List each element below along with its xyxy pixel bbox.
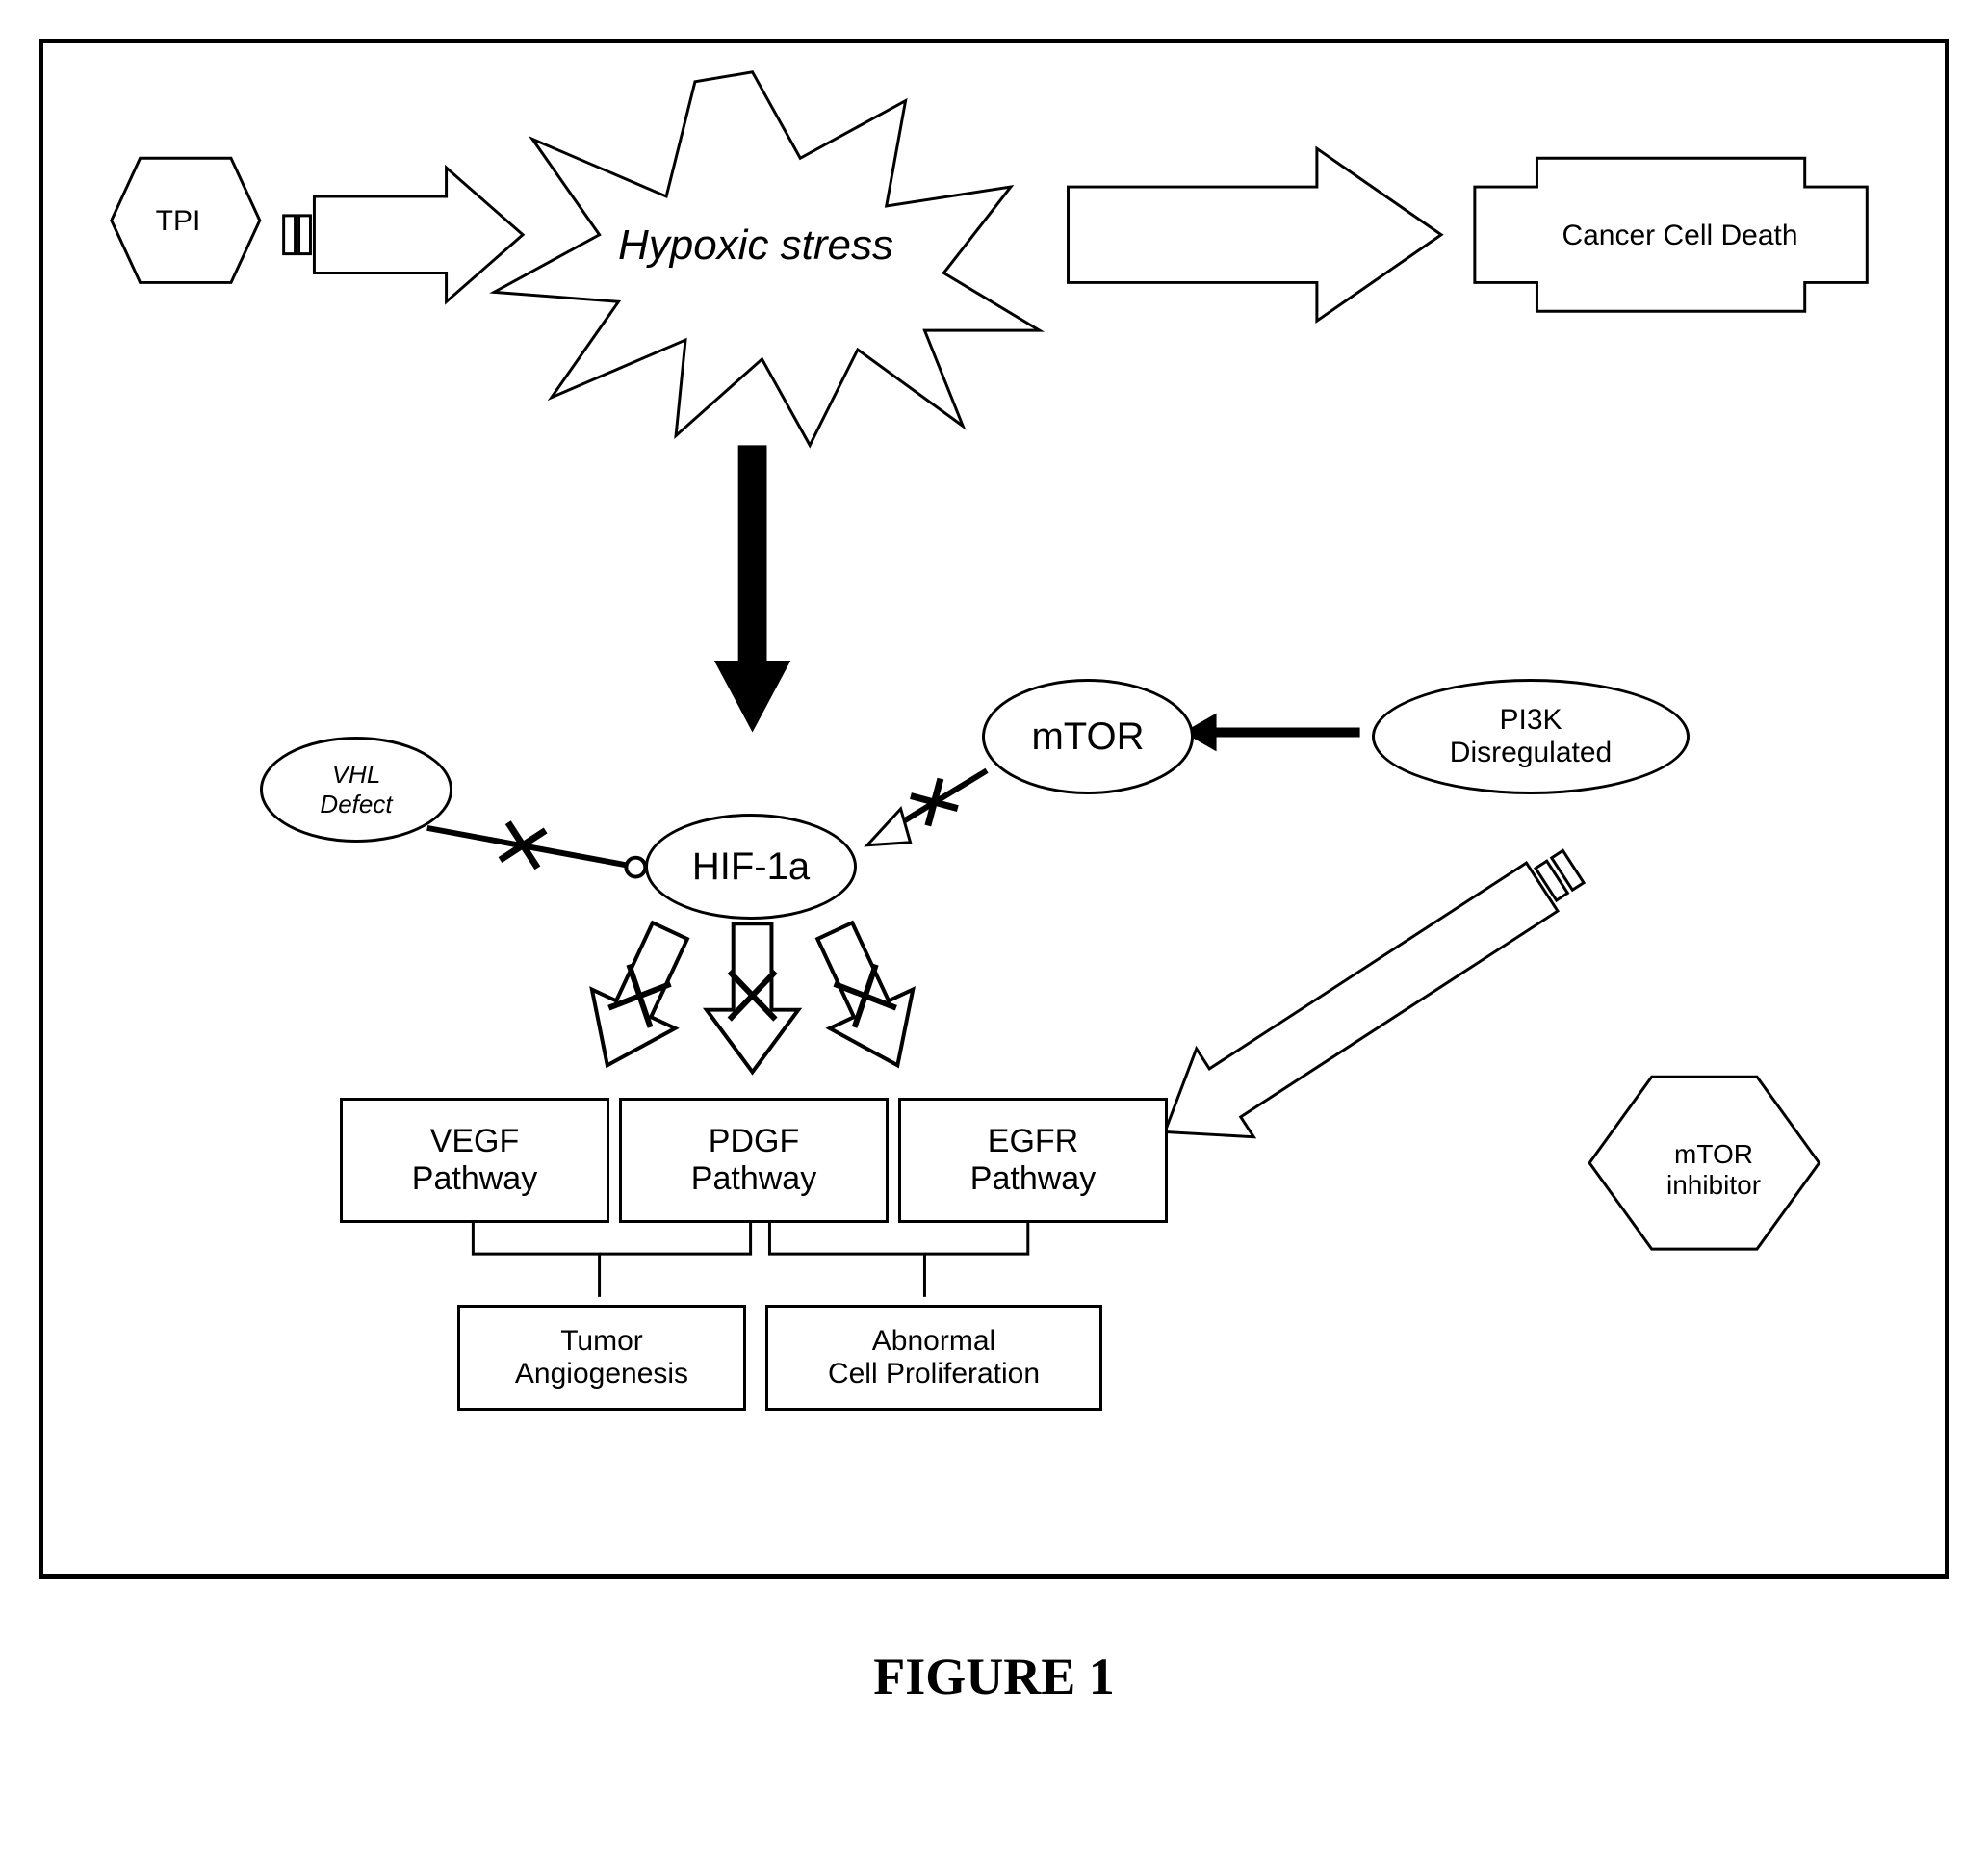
arrow-hypoxic-to-hif (714, 445, 791, 732)
tpi-node: TPI (96, 159, 260, 284)
arrow-hypoxic-to-cancerdeath (1069, 148, 1442, 321)
pdgf-node: PDGF Pathway (619, 1098, 889, 1223)
arrow-tpi-to-hypoxic (284, 168, 523, 301)
mtor-inhibitor-label: mTOR inhibitor (1666, 1139, 1761, 1201)
cancer-death-label: Cancer Cell Death (1562, 220, 1797, 252)
pdgf-label: PDGF Pathway (691, 1123, 816, 1198)
vhl-label: VHL Defect (320, 760, 392, 819)
arrow-hif-to-vegf (566, 912, 712, 1085)
mtor-node: mTOR (982, 679, 1194, 794)
hypoxic-label: Hypoxic stress (618, 221, 893, 270)
pi3k-node: PI3K Disregulated (1372, 679, 1690, 794)
cancer-death-node: Cancer Cell Death (1478, 202, 1882, 270)
diagram-frame: TPI Hypoxic stress Cancer Cell Death VHL… (39, 39, 1949, 1579)
hypoxic-node: Hypoxic stress (554, 197, 958, 294)
hif-node: HIF-1a (645, 814, 857, 920)
connector-vegf-pdgf-to-tumor (473, 1215, 750, 1296)
egfr-label: EGFR Pathway (970, 1123, 1096, 1198)
arrow-mtor-to-hif (867, 770, 987, 845)
arrow-hif-to-pdgf (707, 923, 798, 1072)
tpi-label: TPI (156, 205, 201, 238)
vegf-node: VEGF Pathway (340, 1098, 609, 1223)
tumor-label: Tumor Angiogenesis (515, 1325, 688, 1390)
arrow-hif-to-egfr (793, 912, 940, 1085)
egfr-node: EGFR Pathway (898, 1098, 1168, 1223)
arrow-mtorinh-to-mtor (1136, 822, 1602, 1176)
connector-pdgf-egfr-to-abnormal (769, 1215, 1027, 1296)
tumor-node: Tumor Angiogenesis (457, 1305, 746, 1411)
mtor-inhibitor-node: mTOR inhibitor (1598, 1083, 1829, 1257)
arrow-pi3k-to-mtor (1183, 714, 1360, 752)
vegf-label: VEGF Pathway (412, 1123, 537, 1198)
mtor-label: mTOR (1031, 715, 1144, 759)
pi3k-label: PI3K Disregulated (1450, 704, 1612, 769)
hif-label: HIF-1a (692, 845, 810, 889)
abnormal-node: Abnormal Cell Proliferation (765, 1305, 1102, 1411)
arrow-vhl-to-hif (427, 822, 646, 876)
vhl-node: VHL Defect (260, 737, 452, 843)
abnormal-label: Abnormal Cell Proliferation (828, 1325, 1040, 1390)
figure-caption: FIGURE 1 (39, 1647, 1949, 1706)
